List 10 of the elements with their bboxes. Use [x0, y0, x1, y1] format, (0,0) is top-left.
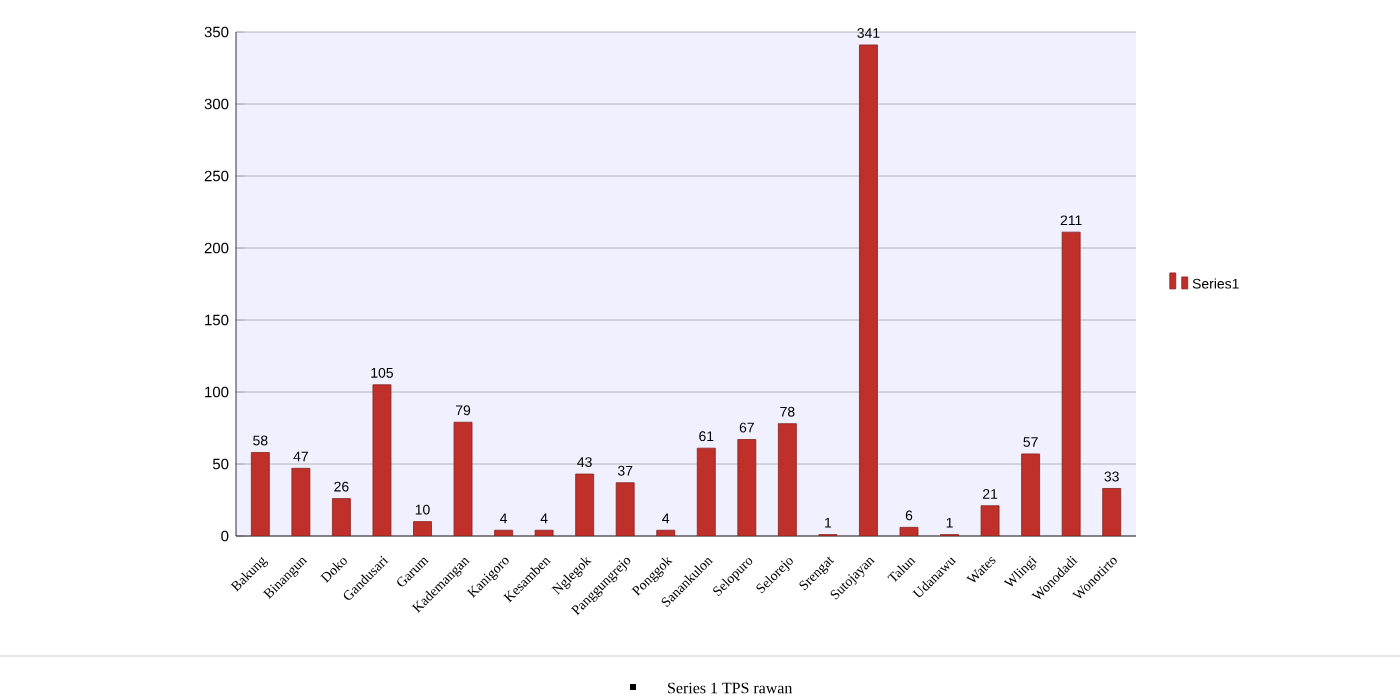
bar — [777, 423, 797, 536]
bar — [615, 482, 635, 536]
bar — [1102, 488, 1122, 536]
bar — [1021, 453, 1041, 536]
bar — [859, 44, 878, 536]
bar — [737, 439, 757, 536]
bar — [332, 498, 351, 536]
bar — [696, 447, 716, 536]
bar — [575, 473, 595, 536]
bar — [250, 452, 270, 536]
